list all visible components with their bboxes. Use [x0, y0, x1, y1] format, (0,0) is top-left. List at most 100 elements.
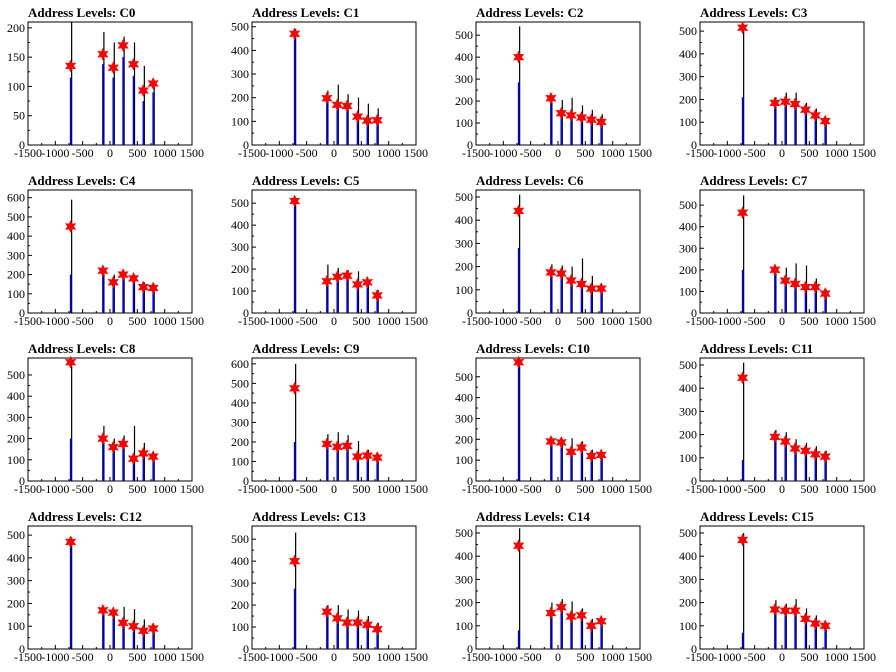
y-tick-label: 200 [231, 262, 249, 276]
x-tick-label: 1500 [180, 650, 204, 664]
x-tick-label: 500 [800, 482, 818, 496]
y-tick-label: 200 [7, 596, 25, 610]
y-tick-label: 300 [679, 241, 697, 255]
axes-frame [475, 357, 641, 482]
y-tick-label: 0 [243, 642, 249, 656]
peak-marker [809, 108, 822, 123]
x-tick-label: -1000 [489, 314, 517, 328]
panel-title: Address Levels: C7 [700, 173, 808, 188]
y-tick-label: 400 [679, 220, 697, 234]
histogram-panel-c11: Address Levels: C11 0 100 200 300 400 500 -1500… [672, 336, 896, 504]
y-tick-label: 300 [231, 240, 249, 254]
peak-marker [137, 280, 150, 294]
axes-frame [27, 189, 193, 314]
x-tick-label: 1000 [601, 314, 625, 328]
histogram-panel-c15: Address Levels: C15 0 100 200 300 400 500 -1500… [672, 504, 896, 672]
y-tick-label: 400 [231, 396, 249, 410]
peak-marker [585, 281, 598, 296]
plot-area: 0 100 200 300 400 500 -1500 -1000 -500 0 500 1000 15… [455, 189, 652, 328]
plot-area: 0 100 200 300 400 500 600 -1500 -1000 -500 0 500 100… [231, 357, 428, 496]
x-tick-label: 0 [107, 314, 113, 328]
x-tick-label: 500 [128, 650, 146, 664]
x-tick-label: -500 [744, 146, 766, 160]
y-tick-label: 0 [243, 138, 249, 152]
peak-marker [545, 265, 557, 280]
y-tick-label: 100 [231, 454, 249, 468]
x-tick-label: 1500 [852, 146, 876, 160]
y-tick-label: 500 [7, 210, 25, 224]
y-tick-label: 300 [679, 70, 697, 84]
x-tick-label: 0 [331, 482, 337, 496]
peak-marker [147, 621, 159, 636]
x-tick-label: 1500 [628, 314, 652, 328]
peak-marker [147, 76, 159, 91]
peak-marker [97, 603, 109, 617]
x-tick-label: 0 [779, 482, 785, 496]
x-tick-label: 1000 [153, 146, 177, 160]
y-tick-label: 400 [679, 47, 697, 61]
y-tick-label: 400 [7, 389, 25, 403]
x-tick-label: 500 [128, 146, 146, 160]
axes-frame [699, 21, 865, 146]
y-tick-label: 300 [679, 404, 697, 418]
y-tick-label: 100 [679, 619, 697, 633]
y-tick-label: 300 [7, 248, 25, 262]
peak-marker [555, 106, 568, 120]
plot-area: 0 100 200 300 400 500 -1500 -1000 -500 0 500 1000 15… [679, 525, 876, 664]
x-tick-label: -500 [296, 482, 318, 496]
x-tick-label: -1000 [713, 482, 741, 496]
y-tick-label: 0 [19, 306, 25, 320]
y-tick-label: 100 [231, 114, 249, 128]
y-tick-label: 300 [455, 411, 473, 425]
x-tick-label: 1500 [852, 482, 876, 496]
histogram-panel-c14: Address Levels: C14 0 100 200 300 400 500 -1500… [448, 504, 672, 672]
x-tick-label: -1500 [462, 650, 490, 664]
x-tick-label: -500 [520, 482, 542, 496]
histogram-panel-c0: Address Levels: C0 0 50 100 150 200 -1500 -1000… [0, 0, 224, 168]
x-tick-label: 1500 [628, 146, 652, 160]
peak-marker [736, 533, 749, 547]
panel-title: Address Levels: C2 [476, 5, 584, 20]
y-tick-label: 200 [455, 596, 473, 610]
x-tick-label: 1000 [153, 482, 177, 496]
panel-title: Address Levels: C8 [28, 341, 136, 356]
histogram-panel-c7: Address Levels: C7 0 100 200 300 400 500 -1500-… [672, 168, 896, 336]
y-tick-label: 200 [455, 94, 473, 108]
x-tick-label: 1000 [825, 650, 849, 664]
y-tick-label: 0 [467, 642, 473, 656]
histogram-panel-c13: Address Levels: C13 0 100 200 300 400 500 -1500… [224, 504, 448, 672]
y-tick-label: 300 [231, 576, 249, 590]
peak-marker [769, 430, 781, 444]
x-tick-label: 1000 [601, 650, 625, 664]
peak-marker [137, 83, 150, 98]
x-tick-label: 1500 [628, 482, 652, 496]
x-tick-label: 0 [107, 146, 113, 160]
y-tick-label: 400 [231, 554, 249, 568]
y-tick-label: 100 [455, 619, 473, 633]
x-tick-label: 500 [576, 314, 594, 328]
peak-marker [341, 439, 353, 453]
panel-title: Address Levels: C4 [28, 173, 136, 188]
x-tick-label: 1500 [404, 314, 428, 328]
x-tick-label: 0 [555, 146, 561, 160]
x-tick-label: -1000 [713, 650, 741, 664]
peak-marker [779, 273, 792, 288]
y-tick-label: 300 [455, 572, 473, 586]
y-tick-label: 200 [7, 268, 25, 282]
x-tick-label: 500 [352, 650, 370, 664]
plot-area: 0 100 200 300 400 500 -1500 -1000 -500 0 500 1000 15… [679, 357, 876, 496]
y-tick-label: 400 [455, 213, 473, 227]
histogram-panel-c5: Address Levels: C5 0 100 200 300 400 500 -1500-… [224, 168, 448, 336]
x-tick-label: 500 [800, 314, 818, 328]
x-tick-label: -500 [296, 314, 318, 328]
plot-area: 0 100 200 300 400 500 -1500 -1000 -500 0 500 1000 15… [7, 355, 204, 496]
y-tick-label: 500 [231, 196, 249, 210]
y-tick-label: 600 [7, 191, 25, 205]
x-tick-label: 0 [331, 314, 337, 328]
peak-marker [545, 606, 557, 620]
peak-marker [565, 108, 577, 122]
peak-marker [361, 618, 374, 632]
peak-marker [341, 269, 353, 283]
x-tick-label: -1500 [686, 650, 714, 664]
